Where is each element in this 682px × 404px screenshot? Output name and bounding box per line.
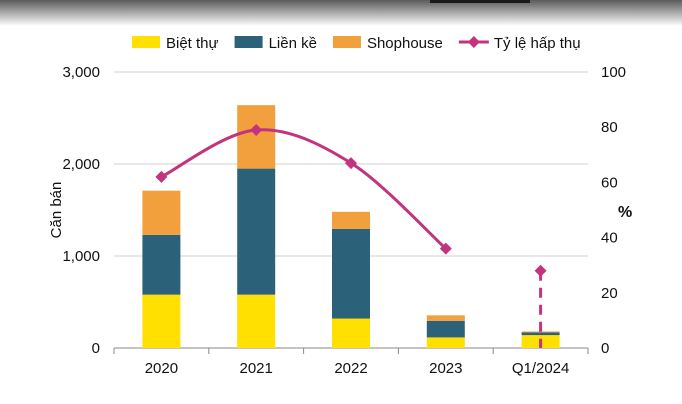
bar-segment: [142, 294, 181, 348]
legend-line-marker: [467, 36, 480, 48]
bar-segment: [332, 228, 370, 319]
bar-segment: [426, 315, 465, 321]
y2-axis-title: %: [618, 204, 632, 221]
y-tick-label: 0: [92, 340, 100, 357]
absorption-rate-marker: [250, 123, 263, 136]
legend-swatch: [332, 36, 361, 48]
legend-label: Tỷ lệ hấp thụ: [494, 35, 581, 52]
y-tick-label: 3,000: [62, 64, 100, 81]
bar-segment: [521, 332, 560, 336]
bar-segment: [237, 168, 276, 295]
top-edge-bar: [430, 0, 530, 3]
bar-segment: [237, 294, 276, 348]
y2-tick-label: 40: [601, 230, 618, 247]
x-tick-label: 2023: [429, 360, 462, 377]
y2-tick-label: 0: [601, 340, 609, 357]
y-axis-title: Căn bán: [48, 182, 65, 239]
x-tick-label: Q1/2024: [512, 360, 570, 377]
bar-segment: [521, 331, 560, 333]
legend-label: Shophouse: [367, 35, 443, 52]
y-tick-label: 2,000: [62, 156, 100, 173]
bar-segment: [142, 234, 181, 295]
x-tick-label: 2021: [240, 360, 273, 377]
y2-tick-label: 80: [601, 119, 618, 136]
bar-segment: [142, 190, 181, 235]
bar-segment: [237, 105, 276, 169]
bar-segment: [332, 211, 370, 229]
legend-swatch: [132, 36, 160, 48]
absorption-rate-line: [160, 128, 447, 250]
y2-tick-label: 100: [601, 64, 626, 81]
y-tick-label: 1,000: [62, 248, 100, 265]
bars-layer: [142, 105, 560, 348]
bar-segment: [332, 318, 370, 348]
legend-swatch: [234, 36, 263, 48]
legend-label: Liền kề: [269, 35, 317, 52]
legend: Biệt thự Liền kề Shophouse Tỷ lệ hấp thụ: [132, 35, 581, 52]
legend-label: Biệt thự: [166, 35, 219, 52]
bar-segment: [426, 337, 465, 348]
bar-segment: [426, 320, 465, 338]
x-tick-label: 2022: [334, 360, 367, 377]
axes-layer: 0 1,000 2,000 3,000 0 20 40 60 80 100 2020 2021 2022…: [48, 64, 632, 377]
absorption-rate-marker: [155, 170, 168, 183]
line-layer: [155, 123, 547, 348]
y2-tick-label: 60: [601, 174, 618, 191]
x-tick-label: 2020: [145, 360, 178, 377]
absorption-rate-marker: [534, 264, 547, 277]
absorption-rate-marker: [345, 157, 357, 170]
y2-tick-label: 20: [601, 285, 618, 302]
top-shadow-band: [0, 0, 682, 26]
absorption-rate-marker: [439, 242, 452, 255]
